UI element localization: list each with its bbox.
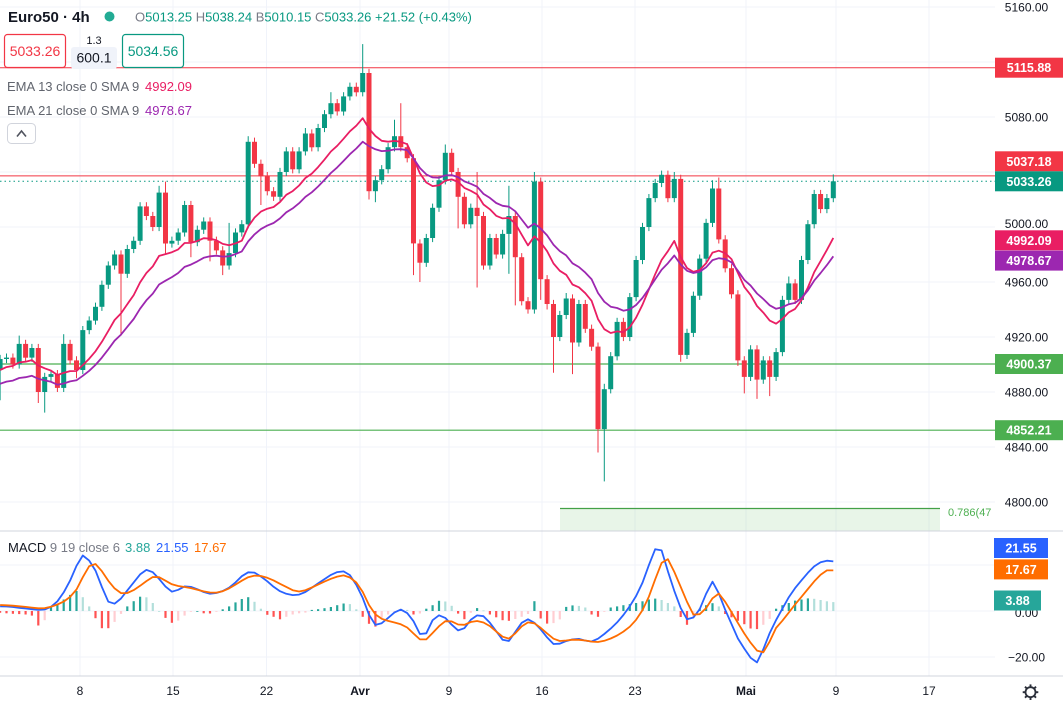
svg-text:15: 15 [166, 684, 180, 698]
svg-text:0.786(47: 0.786(47 [948, 507, 991, 519]
svg-text:Mai: Mai [736, 684, 756, 698]
svg-text:5034.56: 5034.56 [128, 43, 179, 59]
svg-text:4880.00: 4880.00 [1005, 385, 1049, 399]
svg-text:4978.67: 4978.67 [145, 103, 192, 118]
svg-text:21.55: 21.55 [1005, 542, 1036, 556]
svg-text:O5013.25 H5038.24 B5010.15 C50: O5013.25 H5038.24 B5010.15 C5033.26 +21.… [135, 10, 472, 25]
svg-text:4920.00: 4920.00 [1005, 330, 1049, 344]
svg-text:17.67: 17.67 [1005, 563, 1036, 577]
svg-text:9: 9 [446, 684, 453, 698]
svg-text:5037.18: 5037.18 [1006, 155, 1051, 169]
svg-text:5000.00: 5000.00 [1005, 217, 1049, 231]
svg-text:5160.00: 5160.00 [1005, 0, 1049, 14]
svg-text:16: 16 [535, 684, 549, 698]
svg-text:4978.67: 4978.67 [1006, 254, 1051, 268]
svg-text:4800.00: 4800.00 [1005, 495, 1049, 509]
svg-text:3.88: 3.88 [125, 540, 150, 555]
svg-text:MACD 9 19 close 6: MACD 9 19 close 6 [8, 540, 120, 555]
svg-text:Euro50 · 4h: Euro50 · 4h [8, 9, 90, 26]
svg-text:22: 22 [260, 684, 274, 698]
svg-text:Avr: Avr [350, 684, 370, 698]
svg-text:4960.00: 4960.00 [1005, 275, 1049, 289]
svg-text:17.67: 17.67 [194, 540, 227, 555]
svg-text:4840.00: 4840.00 [1005, 440, 1049, 454]
svg-text:4992.09: 4992.09 [1006, 234, 1051, 248]
svg-text:5033.26: 5033.26 [1006, 175, 1051, 189]
svg-text:5080.00: 5080.00 [1005, 110, 1049, 124]
svg-text:600.1: 600.1 [76, 50, 111, 66]
svg-text:17: 17 [922, 684, 936, 698]
svg-text:EMA 21 close 0 SMA 9: EMA 21 close 0 SMA 9 [7, 103, 139, 118]
svg-text:EMA 13 close 0 SMA 9: EMA 13 close 0 SMA 9 [7, 79, 139, 94]
svg-text:3.88: 3.88 [1005, 594, 1029, 608]
svg-text:5115.88: 5115.88 [1007, 61, 1052, 75]
svg-text:8: 8 [77, 684, 84, 698]
svg-text:21.55: 21.55 [156, 540, 189, 555]
svg-text:4992.09: 4992.09 [145, 79, 192, 94]
svg-text:23: 23 [628, 684, 642, 698]
svg-text:4852.21: 4852.21 [1006, 424, 1051, 438]
svg-text:5033.26: 5033.26 [10, 43, 61, 59]
svg-text:1.3: 1.3 [86, 35, 101, 47]
svg-text:4900.37: 4900.37 [1006, 358, 1051, 372]
svg-text:9: 9 [833, 684, 840, 698]
svg-text:−20.00: −20.00 [1008, 650, 1045, 664]
